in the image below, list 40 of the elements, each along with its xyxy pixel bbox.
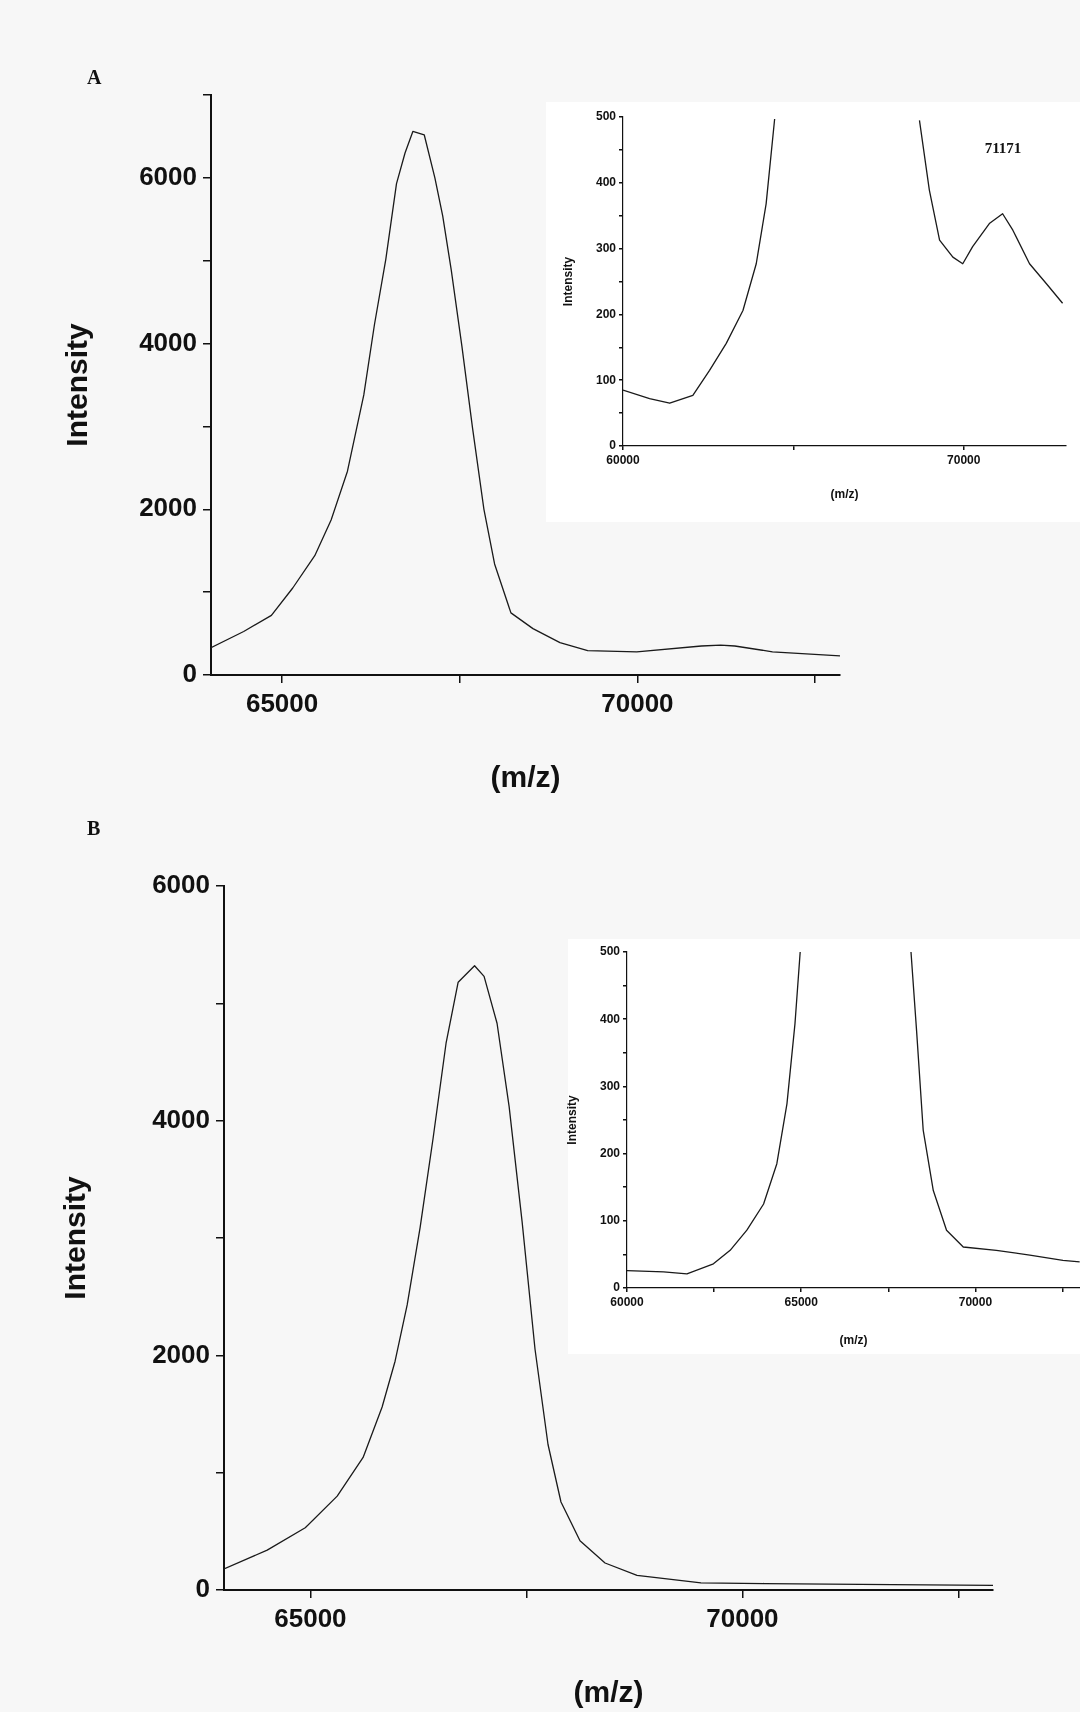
y-tick-label: 6000 [152, 869, 210, 900]
y-axis-title: Intensity [60, 323, 94, 447]
x-tick-label: 65000 [245, 687, 319, 718]
y-tick-label: 300 [599, 1078, 621, 1093]
y-tick-label: 400 [595, 175, 617, 190]
y-tick-label: 100 [599, 1213, 621, 1228]
x-tick-label: 60000 [606, 452, 641, 467]
y-tick-label: 200 [595, 306, 617, 321]
y-axis-title: Intensity [58, 1176, 92, 1300]
y-tick-label: 4000 [152, 1103, 210, 1134]
y-tick-label: 0 [182, 658, 197, 689]
y-tick-label: 6000 [139, 161, 197, 192]
y-axis-title: Intensity [560, 256, 575, 307]
chart-title: B [87, 817, 101, 840]
x-tick-label: 70000 [947, 452, 981, 467]
x-axis-title: (m/z) [830, 487, 859, 502]
y-tick-label: 300 [595, 240, 617, 255]
y-tick-label: 500 [599, 944, 621, 959]
y-tick-label: 0 [613, 1280, 621, 1295]
y-tick-label: 2000 [152, 1338, 210, 1369]
y-axis-title: Intensity [564, 1095, 579, 1145]
y-tick-label: 100 [595, 372, 617, 387]
y-tick-label: 500 [595, 109, 617, 124]
annotation: 71171 [984, 139, 1022, 156]
chart-title: A [87, 66, 102, 89]
y-tick-label: 0 [609, 438, 617, 453]
x-tick-label: 60000 [610, 1294, 645, 1309]
y-tick-label: 400 [599, 1011, 621, 1026]
x-axis-title: (m/z) [839, 1333, 868, 1348]
x-tick-label: 70000 [706, 1602, 779, 1633]
x-axis-title: (m/z) [490, 760, 561, 794]
y-tick-label: 0 [195, 1573, 210, 1604]
x-tick-label: 65000 [784, 1294, 819, 1309]
x-tick-label: 70000 [958, 1294, 993, 1309]
y-tick-label: 4000 [139, 326, 197, 357]
x-axis-title: (m/z) [573, 1675, 644, 1709]
x-tick-label: 70000 [601, 687, 674, 718]
x-tick-label: 65000 [274, 1602, 347, 1633]
y-tick-label: 200 [599, 1145, 621, 1160]
y-tick-label: 2000 [139, 492, 197, 523]
